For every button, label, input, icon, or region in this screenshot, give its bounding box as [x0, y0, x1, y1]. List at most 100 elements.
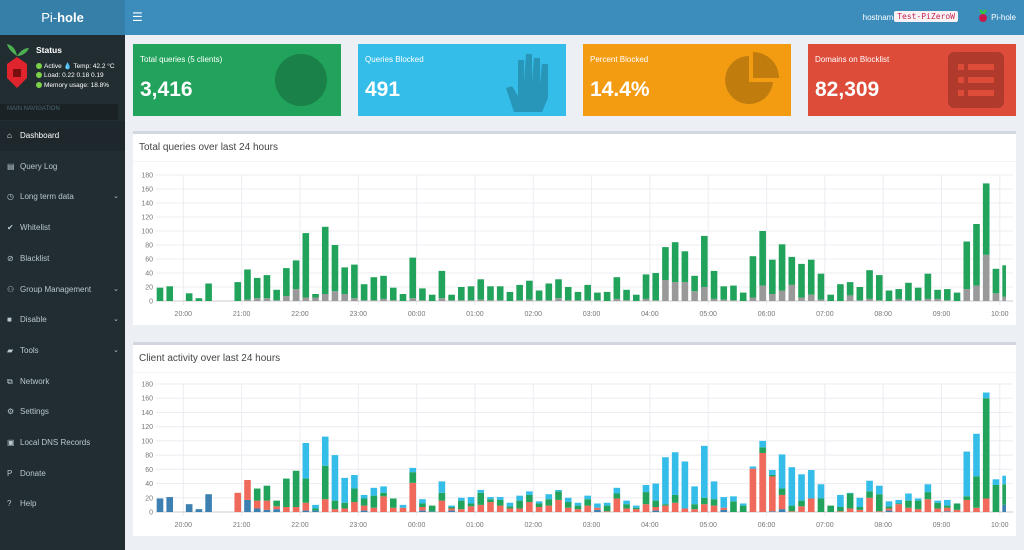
bar-series-2[interactable]	[701, 497, 708, 505]
bar-series-2[interactable]	[506, 506, 514, 509]
raspberry-icon[interactable]	[978, 9, 988, 23]
bar-series-3[interactable]	[846, 492, 854, 494]
bar-series-1[interactable]	[866, 497, 873, 512]
bar-series-1[interactable]	[681, 251, 689, 283]
bar-series-1[interactable]	[769, 259, 776, 294]
bar-series-3[interactable]	[944, 499, 951, 506]
bar-series-0[interactable]	[321, 294, 329, 301]
bar-series-1[interactable]	[263, 500, 271, 510]
bar-series-0[interactable]	[778, 509, 786, 512]
bar-series-0[interactable]	[253, 508, 261, 512]
bar-series-3[interactable]	[730, 496, 737, 502]
bar-series-1[interactable]	[263, 275, 271, 299]
bar-series-1[interactable]	[642, 274, 650, 299]
bar-series-1[interactable]	[321, 499, 329, 512]
bar-series-3[interactable]	[321, 436, 329, 466]
bar-series-0[interactable]	[302, 510, 310, 512]
bar-series-2[interactable]	[584, 499, 591, 506]
bar-series-1[interactable]	[487, 286, 494, 301]
bar-series-1[interactable]	[292, 260, 300, 290]
bar-series-3[interactable]	[594, 503, 601, 508]
bar-series-0[interactable]	[875, 300, 883, 301]
bar-series-3[interactable]	[963, 451, 971, 497]
bar-series-1[interactable]	[234, 492, 242, 512]
bar-series-2[interactable]	[312, 508, 319, 511]
bar-series-0[interactable]	[778, 290, 786, 302]
bar-series-0[interactable]	[963, 289, 971, 301]
bar-series-1[interactable]	[351, 264, 358, 299]
bar-series-1[interactable]	[584, 284, 591, 301]
bar-series-1[interactable]	[273, 289, 280, 301]
bar-series-0[interactable]	[701, 287, 708, 301]
bar-series-3[interactable]	[1002, 475, 1006, 485]
bar-series-3[interactable]	[516, 495, 523, 501]
hamburger-icon[interactable]: ☰	[132, 10, 143, 24]
bar-series-0[interactable]	[351, 298, 358, 301]
bar-series-0[interactable]	[496, 300, 504, 301]
bar-series-3[interactable]	[759, 440, 766, 448]
bar-series-0[interactable]	[934, 298, 941, 301]
bar-series-0[interactable]	[302, 297, 310, 302]
bar-series-1[interactable]	[283, 268, 290, 297]
bar-series-1[interactable]	[798, 263, 805, 298]
bar-series-1[interactable]	[409, 482, 417, 512]
bar-series-3[interactable]	[778, 454, 786, 489]
sidebar-item-whitelist[interactable]: ✔ Whitelist	[0, 213, 125, 243]
bar-series-3[interactable]	[671, 452, 679, 495]
bar-series-1[interactable]	[321, 226, 329, 294]
bar-series-1[interactable]	[351, 502, 358, 512]
bar-series-0[interactable]	[380, 298, 387, 301]
bar-series-2[interactable]	[885, 506, 893, 509]
bar-series-0[interactable]	[817, 299, 825, 301]
bar-series-0[interactable]	[156, 498, 164, 512]
bar-series-3[interactable]	[409, 467, 417, 473]
bar-series-1[interactable]	[244, 480, 251, 500]
bar-series-3[interactable]	[506, 502, 514, 507]
bar-series-2[interactable]	[351, 488, 358, 503]
bar-series-1[interactable]	[448, 508, 455, 511]
bar-series-0[interactable]	[720, 509, 728, 512]
chevron-down-icon[interactable]: ⌄	[113, 316, 119, 324]
bar-series-0[interactable]	[185, 504, 193, 512]
bar-series-0[interactable]	[914, 300, 922, 301]
bar-series-1[interactable]	[584, 505, 591, 512]
bar-series-3[interactable]	[564, 497, 572, 503]
bar-series-1[interactable]	[846, 282, 854, 296]
bar-series-2[interactable]	[914, 500, 922, 510]
bar-series-1[interactable]	[905, 282, 912, 301]
bar-series-0[interactable]	[885, 510, 893, 512]
bar-series-0[interactable]	[292, 289, 300, 301]
bar-series-1[interactable]	[448, 294, 455, 301]
bar-series-2[interactable]	[603, 505, 611, 512]
bar-series-1[interactable]	[399, 507, 407, 512]
bar-series-3[interactable]	[642, 484, 650, 493]
bar-series-3[interactable]	[341, 477, 348, 503]
bar-series-1[interactable]	[535, 507, 543, 512]
bar-series-1[interactable]	[720, 286, 728, 300]
sidebar-item-disable[interactable]: ■ Disable ⌄	[0, 305, 125, 335]
bar-series-0[interactable]	[944, 300, 951, 301]
bar-series-2[interactable]	[613, 493, 621, 499]
bar-series-3[interactable]	[837, 494, 844, 508]
sidebar-item-dashboard[interactable]: ⌂ Dashboard	[0, 121, 125, 151]
bar-series-0[interactable]	[1002, 504, 1006, 512]
bar-series-1[interactable]	[360, 505, 368, 511]
bar-series-1[interactable]	[603, 291, 611, 301]
bar-series-0[interactable]	[671, 282, 679, 301]
bar-series-1[interactable]	[205, 283, 212, 302]
bar-series-2[interactable]	[283, 478, 290, 508]
bar-series-1[interactable]	[302, 233, 310, 298]
bar-series-0[interactable]	[681, 282, 689, 301]
bar-series-3[interactable]	[526, 491, 533, 495]
bar-series-1[interactable]	[438, 270, 446, 299]
bar-series-1[interactable]	[944, 507, 951, 512]
bar-series-0[interactable]	[564, 300, 572, 301]
bar-series-1[interactable]	[953, 292, 961, 301]
bar-series-2[interactable]	[934, 502, 941, 509]
bar-series-3[interactable]	[895, 499, 903, 504]
bar-series-1[interactable]	[496, 505, 504, 512]
bar-series-2[interactable]	[526, 494, 533, 503]
bar-series-1[interactable]	[924, 499, 932, 512]
bar-series-3[interactable]	[807, 470, 815, 499]
bar-series-1[interactable]	[341, 267, 348, 294]
